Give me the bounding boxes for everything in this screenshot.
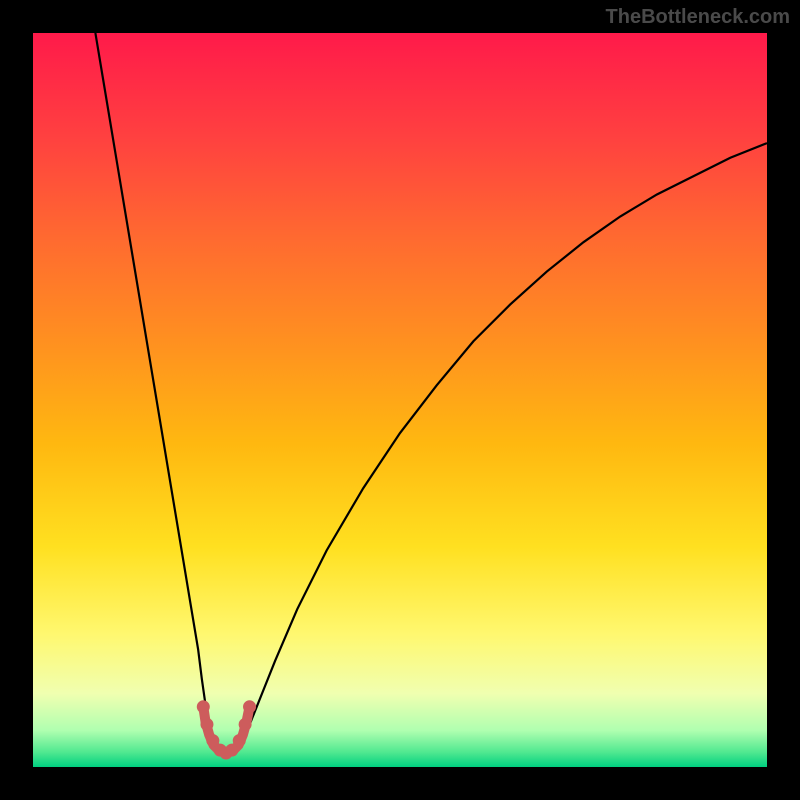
chart-container: TheBottleneck.com bbox=[0, 0, 800, 800]
u-shape-marker bbox=[239, 718, 252, 731]
watermark-text: TheBottleneck.com bbox=[606, 6, 790, 29]
u-shape-marker bbox=[243, 700, 256, 713]
curve-left bbox=[95, 33, 212, 735]
curve-right bbox=[246, 143, 767, 735]
u-shape-marker bbox=[200, 718, 213, 731]
curve-overlay bbox=[0, 0, 800, 800]
u-shape-marker bbox=[233, 734, 246, 747]
u-shape-marker bbox=[197, 700, 210, 713]
